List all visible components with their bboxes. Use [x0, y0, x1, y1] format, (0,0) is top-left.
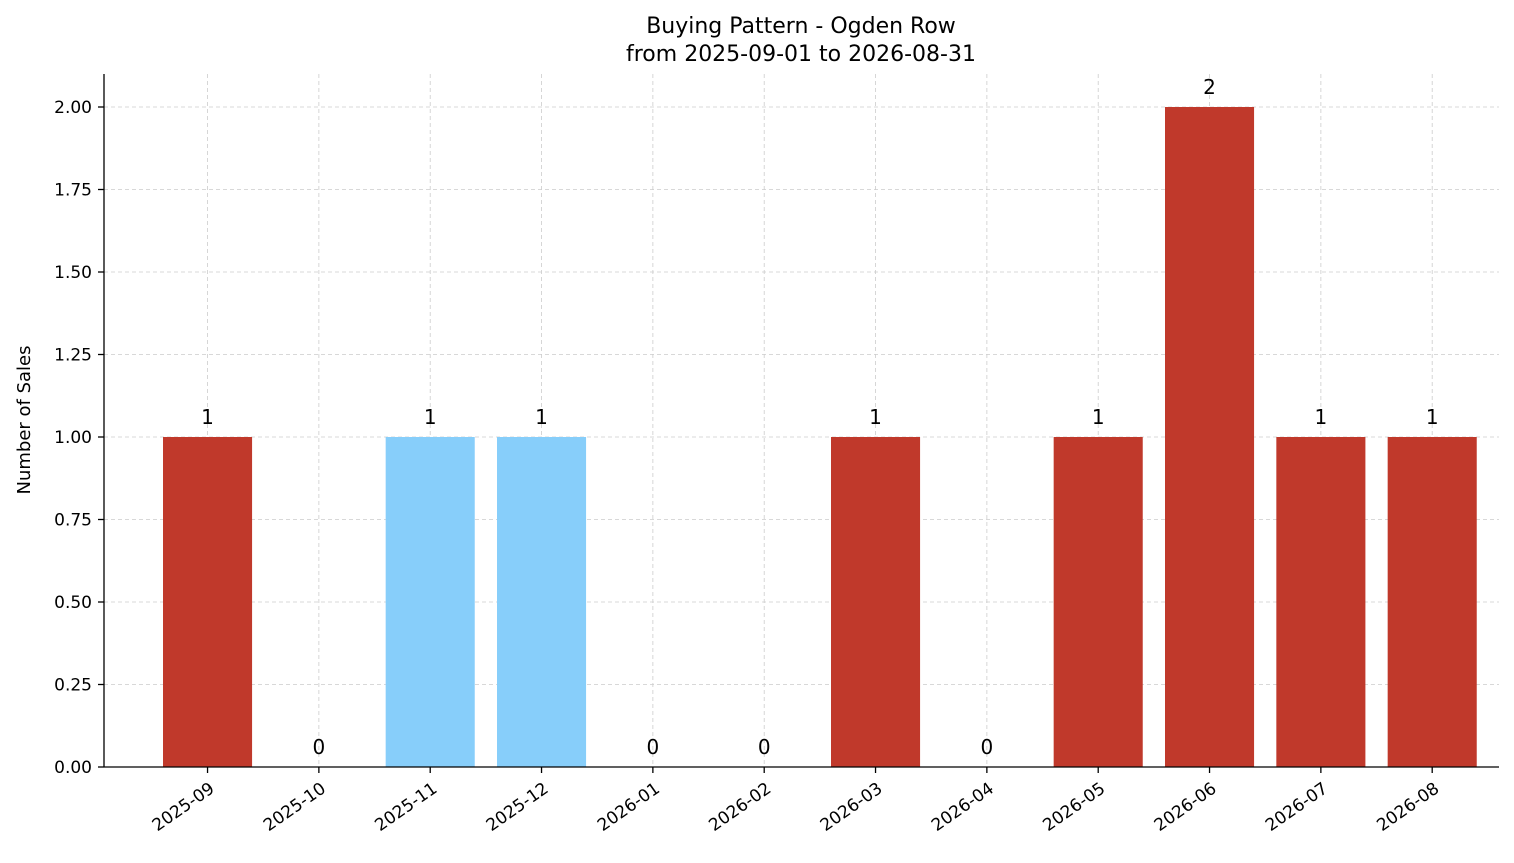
bar-value-label: 0: [647, 735, 660, 759]
bar-value-label: 0: [981, 735, 994, 759]
bar: [163, 437, 253, 767]
bar-value-label: 1: [1315, 405, 1328, 429]
x-tick-label: 2026-07: [1262, 779, 1332, 836]
grid: [104, 74, 1499, 768]
y-tick-label: 0.00: [54, 758, 92, 778]
x-tick-label: 2026-03: [817, 779, 887, 836]
x-tick-label: 2026-04: [928, 779, 998, 836]
bar-value-label: 1: [1426, 405, 1439, 429]
bar: [1276, 437, 1366, 767]
bar-value-label: 1: [869, 405, 882, 429]
x-tick-label: 2026-06: [1151, 779, 1221, 836]
x-tick-label: 2026-05: [1039, 779, 1109, 836]
y-tick-label: 0.75: [54, 511, 92, 531]
y-tick-label: 1.50: [54, 263, 92, 283]
data-labels: 1 0 1 1 0 0 1 0 1 2 1 1: [201, 75, 1438, 759]
y-tick-label: 0.25: [54, 676, 92, 696]
x-tick-label: 2026-08: [1373, 779, 1443, 836]
bar: [1165, 107, 1255, 767]
x-tick-label: 2025-11: [371, 779, 441, 836]
y-tick-label: 0.50: [54, 593, 92, 613]
x-tick-label: 2026-02: [705, 779, 775, 836]
bar-value-label: 0: [758, 735, 771, 759]
x-tick-label: 2026-01: [594, 779, 664, 836]
bar-value-label: 2: [1203, 75, 1216, 99]
bar: [497, 437, 587, 767]
bars: [163, 107, 1477, 767]
bar-value-label: 1: [424, 405, 437, 429]
chart-subtitle: from 2025-09-01 to 2026-08-31: [626, 42, 976, 67]
y-axis-label: Number of Sales: [14, 345, 35, 494]
bar: [385, 437, 475, 767]
y-tick-label: 2.00: [54, 98, 92, 118]
bar: [1053, 437, 1143, 767]
x-tick-label: 2025-09: [149, 779, 219, 836]
bar-value-label: 0: [313, 735, 326, 759]
x-tick-label: 2025-10: [260, 779, 330, 836]
bar-value-label: 1: [1092, 405, 1105, 429]
x-tick-label: 2025-12: [483, 779, 553, 836]
bar-value-label: 1: [535, 405, 548, 429]
y-tick-label: 1.00: [54, 428, 92, 448]
bar-value-label: 1: [201, 405, 214, 429]
bar: [831, 437, 921, 767]
bar: [1387, 437, 1477, 767]
y-tick-label: 1.75: [54, 181, 92, 201]
chart-title: Buying Pattern - Ogden Row: [646, 14, 956, 39]
y-tick-label: 1.25: [54, 346, 92, 366]
